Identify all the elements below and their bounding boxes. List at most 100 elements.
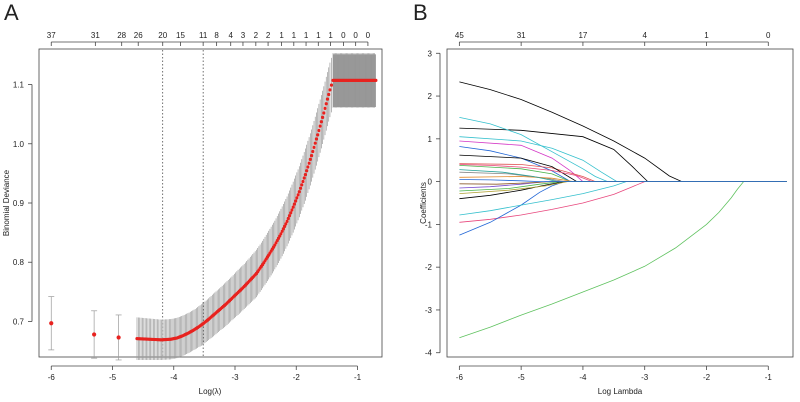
b-y-tick-label: 1 (428, 135, 433, 144)
b-series-cyan-neg (459, 181, 787, 216)
a-point (286, 216, 290, 221)
a-point (314, 137, 319, 141)
a-point (309, 154, 314, 158)
b-series-cyan-2 (459, 136, 787, 182)
a-top-count-label: 26 (134, 31, 143, 40)
a-top-count-label: 1 (279, 31, 284, 40)
a-top-count-label: 0 (341, 31, 346, 40)
a-top-count-label: 3 (241, 31, 246, 40)
a-x-label: Log(λ) (199, 387, 222, 396)
a-point (311, 149, 315, 154)
a-point (296, 193, 300, 197)
b-y-tick-label: 3 (428, 49, 433, 58)
a-point (307, 161, 311, 165)
a-point (284, 222, 288, 226)
a-point (291, 205, 295, 209)
a-point (283, 224, 287, 228)
a-point (298, 186, 303, 190)
b-y-tick-label: 0 (428, 178, 433, 187)
a-point (49, 321, 54, 326)
a-top-count-label: 15 (176, 31, 185, 40)
a-point (313, 141, 317, 145)
panel-a-chart: -6 -5 -4 -3 -2 -1 0.70.80.91.01.1 37 31 28 26 20 1… (2, 31, 383, 396)
a-point (318, 124, 322, 128)
a-point (306, 165, 310, 169)
a-point (308, 157, 312, 162)
a-x-tick-label: -4 (170, 373, 178, 382)
a-point (329, 83, 334, 87)
a-point (327, 92, 331, 97)
b-series-teal-1 (459, 169, 787, 182)
panel-a-frame (38, 48, 383, 358)
a-point (290, 208, 294, 212)
a-top-count-label: 20 (158, 31, 167, 40)
a-error-bars (48, 53, 375, 361)
a-point (328, 88, 332, 92)
a-y-label: Binomial Deviance (2, 169, 11, 236)
a-point (301, 179, 305, 184)
a-point (323, 106, 327, 110)
a-top-axis: 37 31 28 26 20 15 11 8 4 3 2 2 1 1 1 1 1 0 0 0 (47, 31, 371, 46)
panel-b-chart: -6 -5 -4 -3 -2 -1 -4 -3 -2 -1 0 1 2 3 45 31 17 4 1 0 Log … (419, 31, 794, 396)
a-point (302, 176, 306, 180)
a-point (300, 183, 304, 187)
b-y-tick-label: -4 (425, 349, 433, 358)
a-point (92, 332, 97, 337)
a-point (285, 219, 289, 223)
panel-a-letter: A (4, 0, 19, 25)
b-series-blue-2 (459, 179, 787, 182)
b-top-count-label: 45 (455, 31, 464, 40)
a-points (49, 78, 378, 342)
panel-b-letter: B (413, 0, 428, 25)
b-top-count-label: 4 (642, 31, 647, 40)
a-x-axis: -6 -5 -4 -3 -2 -1 (48, 365, 362, 382)
a-point (297, 190, 301, 194)
a-point (322, 111, 326, 115)
b-top-count-label: 17 (578, 31, 587, 40)
b-y-label: Coefficients (419, 182, 428, 224)
b-coefficient-paths (459, 81, 787, 339)
b-top-count-label: 0 (766, 31, 771, 40)
b-x-axis: -6 -5 -4 -3 -2 -1 (456, 365, 773, 382)
b-top-count-label: 1 (704, 31, 709, 40)
a-reference-lines (162, 50, 204, 356)
b-y-tick-label: -3 (425, 306, 433, 315)
a-y-tick-label: 0.7 (13, 317, 25, 326)
a-point (316, 133, 320, 137)
a-x-tick-label: -1 (354, 373, 362, 382)
a-top-count-label: 1 (316, 31, 321, 40)
a-top-count-label: 31 (91, 31, 100, 40)
a-top-count-label: 1 (328, 31, 333, 40)
a-top-count-label: 4 (228, 31, 233, 40)
a-top-count-label: 1 (304, 31, 309, 40)
b-y-tick-label: 2 (428, 92, 433, 101)
b-y-axis: -4 -3 -2 -1 0 1 2 3 (425, 49, 441, 358)
a-point (116, 335, 121, 340)
a-y-tick-label: 0.8 (13, 258, 25, 267)
a-point (303, 172, 308, 177)
b-series-cyan-pos (459, 117, 787, 182)
a-top-count-label: 2 (254, 31, 259, 40)
a-top-count-label: 28 (117, 31, 126, 40)
a-x-tick-label: -3 (231, 373, 239, 382)
a-x-tick-label: -5 (109, 373, 117, 382)
b-series-black-1 (459, 81, 787, 182)
b-series-blue-neg (459, 181, 787, 236)
a-top-count-label: 37 (47, 31, 56, 40)
a-point (281, 227, 285, 231)
a-point (292, 202, 297, 206)
a-point (312, 145, 316, 149)
b-x-label: Log Lambda (598, 387, 643, 396)
a-point (280, 229, 284, 233)
b-series-pink-neg (459, 181, 787, 223)
a-point (320, 115, 325, 119)
b-top-axis: 45 31 17 4 1 0 (455, 31, 771, 46)
a-point (295, 196, 299, 200)
b-x-tick-label: -1 (765, 373, 773, 382)
a-x-tick-label: -6 (48, 373, 56, 382)
a-point (289, 211, 293, 215)
a-point (319, 120, 323, 124)
b-series-magenta-1 (459, 140, 787, 182)
b-y-tick-label: -2 (425, 263, 433, 272)
a-top-count-label: 0 (353, 31, 358, 40)
